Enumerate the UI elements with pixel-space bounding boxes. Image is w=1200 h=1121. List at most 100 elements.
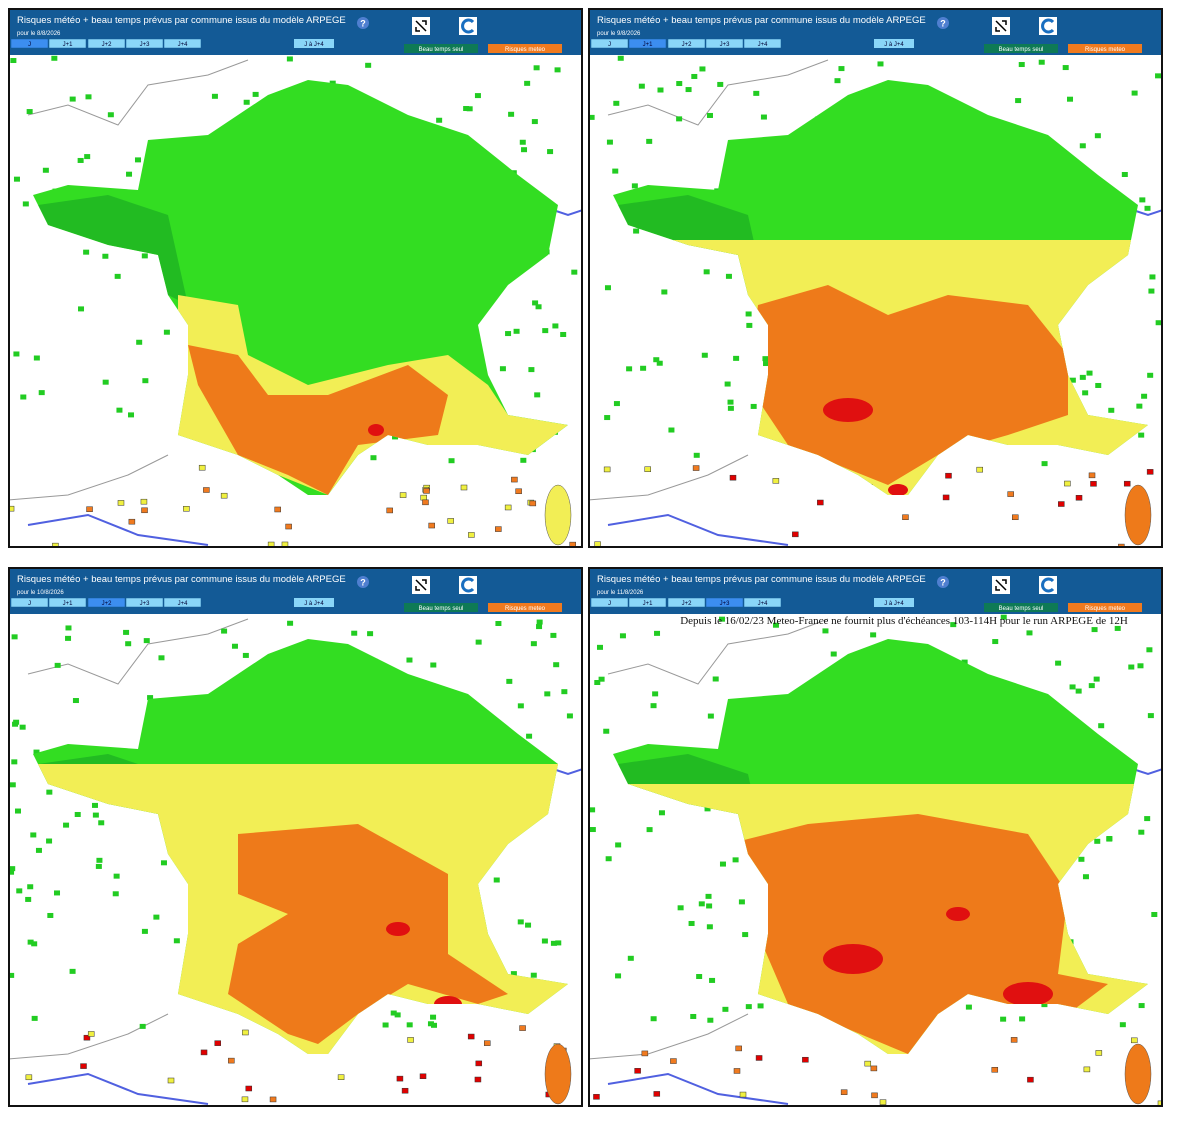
commune-marker xyxy=(1091,627,1098,633)
commune-marker xyxy=(351,630,358,636)
tab[interactable] xyxy=(163,597,202,608)
tab[interactable] xyxy=(125,597,164,608)
commune-marker xyxy=(594,541,601,547)
commune-marker xyxy=(1094,838,1101,844)
commune-marker xyxy=(550,632,557,638)
range-tab-label: J à J+4 xyxy=(884,42,904,48)
commune-marker xyxy=(406,1022,413,1028)
commune-marker xyxy=(533,65,540,71)
mode-button[interactable] xyxy=(404,44,478,53)
commune-marker xyxy=(13,176,20,182)
commune-marker xyxy=(529,500,537,507)
tab[interactable] xyxy=(125,38,164,49)
help-icon[interactable] xyxy=(357,17,369,29)
help-icon[interactable] xyxy=(937,17,949,29)
commune-marker xyxy=(1069,377,1076,383)
tab[interactable] xyxy=(705,597,744,608)
tab[interactable] xyxy=(87,38,126,49)
mode-button-label: Risques meteo xyxy=(505,606,546,612)
commune-marker xyxy=(1094,133,1101,139)
tab[interactable] xyxy=(705,38,744,49)
commune-marker xyxy=(739,1091,747,1098)
commune-marker xyxy=(495,526,502,532)
commune-marker xyxy=(733,1068,741,1074)
coastline xyxy=(588,454,749,501)
commune-marker xyxy=(725,273,732,279)
commune-marker xyxy=(719,861,726,867)
commune-marker xyxy=(436,117,443,123)
commune-marker xyxy=(534,392,541,398)
tab[interactable] xyxy=(667,597,706,608)
tab[interactable] xyxy=(743,597,782,608)
coastline xyxy=(607,618,829,685)
commune-marker xyxy=(550,940,557,946)
commune-marker xyxy=(252,91,259,97)
mode-button[interactable] xyxy=(984,44,1058,53)
risk-red xyxy=(888,484,908,495)
tab-label: J+1 xyxy=(63,601,74,607)
commune-marker xyxy=(536,619,543,625)
date: pour le 8/8/2026 xyxy=(17,31,61,37)
commune-marker xyxy=(733,355,740,361)
help-icon[interactable] xyxy=(357,576,369,588)
commune-marker xyxy=(603,466,611,473)
tab[interactable] xyxy=(628,597,667,608)
commune-marker xyxy=(1078,856,1085,862)
mode-button[interactable] xyxy=(488,44,562,53)
mode-button-label: Beau temps seul xyxy=(419,47,464,53)
commune-marker xyxy=(745,1004,752,1010)
tab[interactable] xyxy=(743,38,782,49)
tab-label: J xyxy=(28,601,31,607)
help-icon[interactable] xyxy=(937,576,949,588)
mode-button[interactable] xyxy=(1068,44,1142,53)
commune-marker xyxy=(86,506,93,512)
commune-marker xyxy=(173,938,180,944)
commune-marker xyxy=(423,488,430,494)
commune-marker xyxy=(406,657,413,663)
commune-marker xyxy=(693,452,700,458)
mode-button-label: Beau temps seul xyxy=(419,606,464,612)
panel-border xyxy=(8,567,583,1107)
commune-marker xyxy=(603,728,610,734)
tab[interactable] xyxy=(667,38,706,49)
range-tab[interactable] xyxy=(874,598,914,607)
tab[interactable] xyxy=(628,38,667,49)
tab[interactable] xyxy=(87,597,126,608)
commune-marker xyxy=(431,1022,438,1028)
tab[interactable] xyxy=(590,38,629,49)
tab[interactable] xyxy=(163,38,202,49)
commune-marker xyxy=(102,253,109,259)
tab[interactable] xyxy=(48,38,87,49)
commune-marker xyxy=(142,378,149,384)
commune-marker xyxy=(746,322,753,328)
tab[interactable] xyxy=(48,597,87,608)
commune-marker xyxy=(136,339,143,345)
range-tab[interactable] xyxy=(294,598,334,607)
commune-marker xyxy=(125,641,132,647)
mode-button[interactable] xyxy=(488,603,562,612)
range-tab[interactable] xyxy=(874,39,914,48)
commune-marker xyxy=(561,689,568,695)
commune-marker xyxy=(560,331,567,337)
commune-marker xyxy=(802,1056,809,1063)
commune-marker xyxy=(63,822,70,828)
commune-marker xyxy=(656,360,663,366)
commune-marker xyxy=(531,119,538,125)
commune-marker xyxy=(52,542,59,548)
mode-button[interactable] xyxy=(404,603,478,612)
commune-marker xyxy=(123,629,130,635)
commune-marker xyxy=(515,488,522,495)
river xyxy=(607,1072,789,1105)
commune-marker xyxy=(588,114,595,120)
range-tab[interactable] xyxy=(294,39,334,48)
commune-marker xyxy=(463,106,470,112)
tab[interactable] xyxy=(10,597,49,608)
tab[interactable] xyxy=(10,38,49,49)
commune-marker xyxy=(703,269,710,275)
commune-marker xyxy=(117,500,125,506)
mode-button[interactable] xyxy=(984,603,1058,612)
mode-button-label: Risques meteo xyxy=(1085,606,1126,612)
commune-marker xyxy=(634,1068,641,1074)
tab[interactable] xyxy=(590,597,629,608)
mode-button[interactable] xyxy=(1068,603,1142,612)
